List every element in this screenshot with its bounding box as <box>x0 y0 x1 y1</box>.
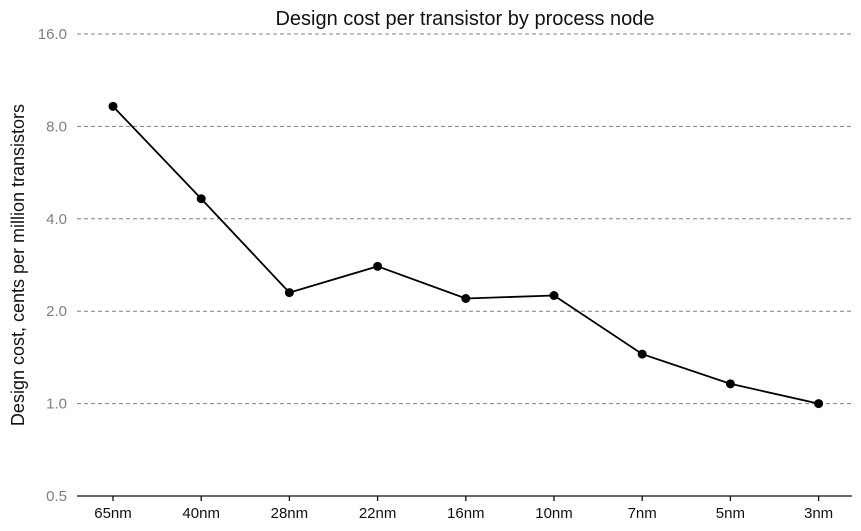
x-tick-label: 28nm <box>271 505 309 522</box>
x-tick-label: 40nm <box>182 505 220 522</box>
x-tick-label: 7nm <box>628 505 657 522</box>
series <box>108 101 824 409</box>
x-tick-label: 22nm <box>359 505 397 522</box>
y-tick-label: 8.0 <box>46 118 67 135</box>
data-point <box>284 288 294 298</box>
series-line <box>112 105 819 405</box>
x-tick-label: 65nm <box>94 505 132 522</box>
data-point <box>373 261 383 271</box>
y-tick-label: 2.0 <box>46 303 67 320</box>
data-point <box>725 379 735 389</box>
y-tick-label: 4.0 <box>46 211 67 228</box>
data-point <box>461 293 471 303</box>
x-tick-label: 3nm <box>804 505 833 522</box>
y-tick-label: 1.0 <box>46 396 67 413</box>
data-point <box>814 399 824 409</box>
data-point <box>549 290 559 300</box>
x-tick-label: 5nm <box>716 505 745 522</box>
grid-lines <box>77 33 852 405</box>
y-tick-label: 0.5 <box>46 488 67 505</box>
x-tick-label: 16nm <box>447 505 485 522</box>
y-axis-label: Design cost, cents per million transisto… <box>8 104 28 426</box>
x-tick-label: 10nm <box>535 505 573 522</box>
y-tick-labels: 0.5 1.0 2.0 4.0 8.0 16.0 <box>38 26 67 505</box>
data-point <box>196 194 206 204</box>
x-tick-labels: 65nm 40nm 28nm 22nm 16nm 10nm 7nm 5nm 3nm <box>94 496 833 522</box>
chart-title: Design cost per transistor by process no… <box>275 8 654 30</box>
data-point <box>637 349 647 359</box>
data-point <box>108 101 118 111</box>
y-tick-label: 16.0 <box>38 26 67 43</box>
